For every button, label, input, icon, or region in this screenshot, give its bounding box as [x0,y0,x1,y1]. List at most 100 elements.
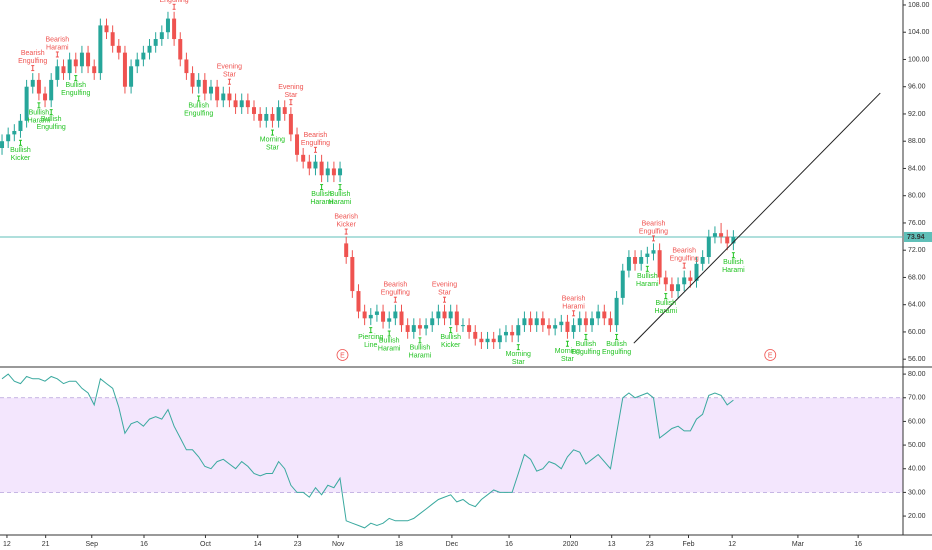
candle-body [73,59,78,67]
candle-body [497,335,502,343]
candle-body [196,79,201,87]
candle-body [676,284,681,292]
candle-body [98,25,103,74]
candle-body [663,277,668,285]
pattern-label-line: Star [512,359,526,366]
candle-body [368,314,373,319]
pattern-label-line: Morning [260,136,285,143]
pattern-label-line: Harami [329,199,352,206]
y-tick-label: 72.00 [908,247,926,254]
candle-body [399,311,404,326]
x-tick-label: 12 [3,541,11,548]
pattern-label: Evening Star [217,64,242,79]
pattern-label-line: Star [438,290,452,297]
candle-body [0,141,5,149]
x-tick-label: 23 [294,541,302,548]
pattern-label-line: Harami [378,345,401,352]
pattern-label: Bullish Harami [329,191,352,206]
candle-body [79,52,84,67]
pattern-label-line: Bearish [642,220,666,227]
pattern-label-line: Bearish [304,132,328,139]
candle-body [319,161,324,176]
pattern-label-line: Engulfing [301,140,330,147]
pattern-label-line: Star [223,72,237,79]
pattern-label: Bullish Engulfing [602,341,631,356]
candle-body [116,45,121,53]
candle-body [657,250,662,278]
pattern-label: Morning Star [506,351,531,366]
candle-body [467,325,472,332]
pattern-label: Bearish Harami [562,295,586,310]
event-label: E [768,352,773,359]
y-tick-label: 88.00 [908,138,926,145]
pattern-label-line: Bullish [655,300,676,307]
candle-body [442,311,447,319]
pattern-label-line: Engulfing [602,349,631,356]
candle-body [516,325,521,336]
x-tick-label: 16 [505,541,513,548]
pattern-label-line: Engulfing [184,110,213,117]
x-tick-label: Mar [792,541,805,548]
pattern-label-line: Bullish [188,102,209,109]
candle-body [565,321,570,332]
candle-body [694,263,699,281]
candle-body [559,321,564,326]
pattern-label: Evening Star [278,84,303,99]
pattern-label-line: Bullish [576,341,597,348]
pattern-label-line: Engulfing [18,58,47,65]
pattern-label-line: Star [561,356,575,363]
y-tick-label: 56.00 [908,356,926,363]
rsi-band [0,397,903,493]
candle-body [424,325,429,329]
candle-body [264,113,269,121]
pattern-label-line: Bearish [672,247,696,254]
candle-body [436,311,441,319]
candle-body [639,257,644,264]
x-tick-label: 14 [254,541,262,548]
candle-body [331,168,336,176]
pattern-label-line: Bullish [606,341,627,348]
pattern-label-line: Evening [217,64,242,71]
pattern-label-line: Engulfing [381,290,410,297]
rsi-tick-label: 60.00 [908,418,926,425]
candle-body [6,134,11,142]
candle-body [633,257,638,264]
candle-body [190,73,195,87]
pattern-label: Bullish Engulfing [184,102,213,117]
pattern-label-line: Bullish [65,82,86,89]
pattern-label-line: Bullish [723,259,744,266]
pattern-label-line: Bullish [41,116,62,123]
x-tick-label: Oct [200,541,211,548]
pattern-label-line: Engulfing [160,0,189,4]
pattern-label-line: Star [266,144,280,151]
candle-body [454,311,459,326]
rsi-tick-label: 40.00 [908,466,926,473]
candle-body [417,325,422,329]
pattern-label-line: Engulfing [61,90,90,97]
candle-body [725,236,730,244]
pattern-label-line: Line [364,342,377,349]
x-tick-label: 13 [608,541,616,548]
candle-body [270,113,275,121]
candle-body [503,331,508,336]
candle-body [208,86,213,94]
pattern-label-line: Bullish [311,191,332,198]
y-tick-label: 68.00 [908,274,926,281]
candle-body [325,168,330,176]
candle-body [288,113,293,135]
candle-body [104,25,109,33]
last-price-box [904,231,932,242]
candle-body [43,93,48,101]
candle-body [405,325,410,332]
candle-body [626,257,631,271]
candle-body [24,86,29,121]
pattern-label-line: Piercing [358,334,383,341]
candle-body [141,52,146,60]
event-marker [336,349,349,361]
pattern-label-line: Kicker [441,342,461,349]
candle-body [221,93,226,101]
candle-body [92,66,97,74]
pattern-label-line: Bearish [21,50,45,57]
